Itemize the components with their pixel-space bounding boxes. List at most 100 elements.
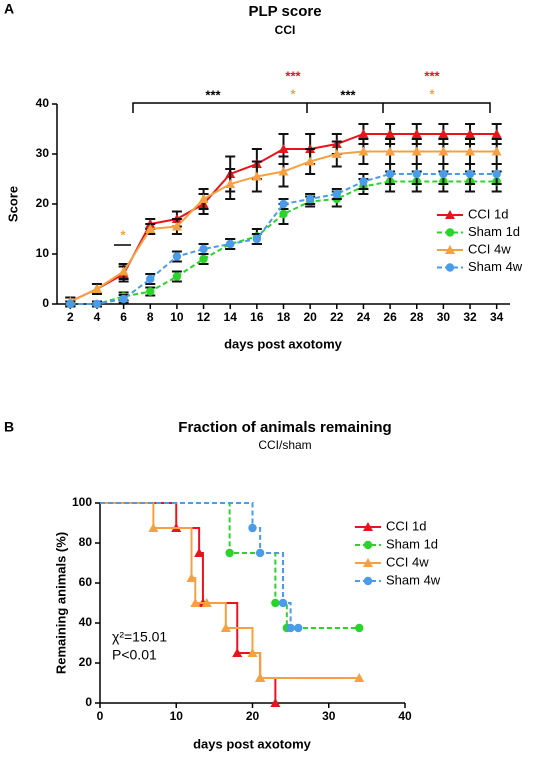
annotation: * <box>120 227 126 242</box>
legend-marker <box>445 245 455 254</box>
marker <box>465 129 476 138</box>
x-tick-label: 26 <box>383 310 397 324</box>
x-tick-label: 6 <box>120 310 127 324</box>
marker <box>118 266 129 276</box>
marker <box>186 573 197 582</box>
annotation: P<0.01 <box>112 647 157 663</box>
marker <box>385 129 396 138</box>
chart-subtitle: CCI <box>275 23 296 37</box>
chart-subtitle: CCI/sham <box>258 438 311 452</box>
marker <box>412 169 421 179</box>
marker <box>491 129 502 138</box>
x-tick-label: 24 <box>357 310 371 324</box>
annotation: *** <box>424 68 440 83</box>
marker <box>331 149 342 158</box>
marker <box>146 287 155 296</box>
x-tick-label: 14 <box>224 310 238 324</box>
legend-marker <box>363 522 373 531</box>
y-tick-label: 20 <box>79 655 93 669</box>
marker <box>232 648 243 657</box>
chart-title: PLP score <box>248 3 321 20</box>
y-tick-label: 0 <box>42 296 49 310</box>
y-tick-label: 40 <box>36 96 50 110</box>
marker <box>225 179 236 188</box>
survival-line <box>100 502 360 629</box>
marker <box>194 548 205 557</box>
marker <box>172 252 182 261</box>
legend-label: CCI 1d <box>386 518 426 533</box>
panel-label: B <box>4 419 14 435</box>
marker <box>359 177 368 186</box>
legend-marker <box>445 210 455 219</box>
x-tick-label: 16 <box>250 310 264 324</box>
marker <box>355 623 364 633</box>
marker <box>438 129 449 138</box>
legend-label: CCI 1d <box>468 206 508 221</box>
series-line <box>70 180 497 305</box>
marker <box>491 146 502 156</box>
annotation: *** <box>205 87 221 102</box>
marker <box>358 146 369 156</box>
marker <box>145 224 156 233</box>
marker <box>492 169 501 179</box>
marker <box>146 274 155 284</box>
survival-line <box>100 502 277 703</box>
marker <box>91 284 102 293</box>
legend-marker <box>445 263 455 272</box>
annotation: *** <box>340 87 356 102</box>
legend-marker <box>445 228 455 237</box>
x-tick-label: 30 <box>437 310 451 324</box>
marker <box>220 623 231 632</box>
legend-label: Sham 1d <box>386 536 438 551</box>
significance-brackets <box>114 102 491 246</box>
annotation: χ²=15.01 <box>112 629 167 645</box>
legend-label: Sham 1d <box>468 224 520 239</box>
marker <box>305 194 315 204</box>
marker <box>411 146 422 156</box>
legend-label: Sham 4w <box>468 259 523 274</box>
x-tick-label: 2 <box>67 310 74 324</box>
panel-label: A <box>4 1 14 17</box>
marker <box>190 598 201 607</box>
x-tick-label: 4 <box>94 310 101 324</box>
marker <box>294 623 303 633</box>
marker <box>119 294 128 304</box>
marker <box>278 144 289 153</box>
marker <box>279 199 288 209</box>
x-tick-label: 40 <box>398 709 412 723</box>
marker <box>332 189 341 199</box>
marker <box>305 156 316 166</box>
marker <box>199 244 208 254</box>
survival-line <box>100 502 299 629</box>
marker <box>354 673 365 682</box>
legend-marker <box>363 576 373 586</box>
legend-marker <box>363 558 373 567</box>
y-axis-title: Remaining animals (%) <box>53 532 68 674</box>
legend-marker <box>363 540 373 550</box>
y-axis-title: Score <box>5 186 20 222</box>
marker <box>270 698 281 707</box>
marker <box>358 129 369 138</box>
x-tick-label: 32 <box>463 310 477 324</box>
x-tick-label: 20 <box>246 709 260 723</box>
y-tick-label: 30 <box>36 146 50 160</box>
annotation: * <box>429 86 435 101</box>
marker <box>248 523 257 533</box>
y-tick-label: 100 <box>72 495 92 509</box>
marker <box>226 239 235 249</box>
y-tick-label: 40 <box>79 615 93 629</box>
marker <box>411 129 422 138</box>
x-tick-label: 8 <box>147 310 154 324</box>
annotation: * <box>290 86 296 101</box>
marker <box>148 523 159 532</box>
marker <box>247 648 258 657</box>
y-tick-label: 10 <box>36 246 50 260</box>
marker <box>198 194 209 203</box>
marker <box>439 169 448 179</box>
marker <box>255 673 266 682</box>
y-tick-label: 20 <box>36 196 50 210</box>
marker <box>465 146 476 156</box>
x-axis-title: days post axotomy <box>193 736 312 751</box>
marker <box>201 598 212 607</box>
x-tick-label: 10 <box>170 709 184 723</box>
